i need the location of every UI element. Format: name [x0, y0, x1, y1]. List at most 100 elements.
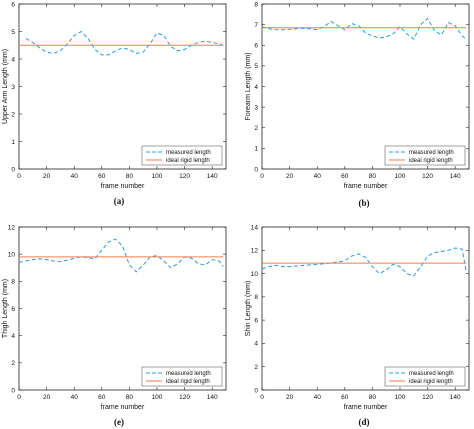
legend-label-b: ideal rigid length: [409, 158, 453, 164]
legend-label-d: ideal rigid length: [409, 379, 453, 385]
legend-a: measured length ideal rigid length: [141, 145, 223, 166]
measured-length-line-d: [261, 247, 467, 277]
chart-panel-a: 0 20 40 60 80 100 120 140 0 1 2 3 4 5 6 frame number Upp…: [2, 1, 227, 190]
y-tick-label-b: 3: [254, 104, 258, 111]
x-tick-label-d: 120: [422, 394, 433, 401]
x-tick-label-a: 80: [126, 173, 134, 180]
measured-length-line-b: [261, 17, 467, 40]
x-tick-label-a: 60: [98, 173, 106, 180]
caption-d: (d): [359, 417, 370, 427]
x-tick-label-b: 100: [395, 173, 406, 180]
legend-label-b: measured length: [409, 150, 454, 156]
y-tick-label-d: 10: [251, 271, 259, 278]
caption-c: (e): [114, 417, 124, 427]
x-tick-label-d: 60: [341, 394, 349, 401]
y-tick-label-b: 4: [254, 84, 258, 91]
plot-frame-b: [261, 3, 470, 170]
legend-d: measured length ideal rigid length: [384, 366, 466, 387]
x-tick-label-a: 20: [43, 173, 51, 180]
legend-label-a: ideal rigid length: [166, 158, 210, 164]
y-tick-label-a: 3: [11, 84, 15, 91]
x-tick-label-c: 40: [71, 394, 79, 401]
y-tick-label-b: 1: [254, 146, 258, 153]
y-tick-label-b: 2: [254, 125, 258, 132]
caption-a: (a): [114, 196, 125, 206]
y-axis-label-c: Thigh Length (mm): [2, 279, 9, 338]
y-tick-label-c: 4: [11, 333, 15, 340]
y-tick-label-a: 0: [11, 166, 15, 173]
caption-b: (b): [359, 198, 370, 208]
x-tick-label-a: 40: [71, 173, 79, 180]
x-tick-label-b: 120: [422, 173, 433, 180]
measured-length-line-c: [18, 238, 224, 273]
x-tick-label-b: 0: [260, 173, 264, 180]
x-tick-label-b: 20: [286, 173, 294, 180]
x-axis-label-d: frame number: [344, 404, 388, 411]
y-tick-label-d: 4: [254, 341, 258, 348]
x-tick-label-c: 80: [126, 394, 134, 401]
y-tick-label-c: 10: [8, 251, 16, 258]
y-tick-label-b: 8: [254, 1, 258, 8]
x-tick-label-d: 100: [395, 394, 406, 401]
x-tick-label-c: 0: [17, 394, 21, 401]
x-tick-label-b: 140: [450, 173, 461, 180]
x-tick-label-b: 40: [314, 173, 322, 180]
plot-frame-a: [18, 3, 227, 170]
y-tick-label-a: 1: [11, 139, 15, 146]
y-tick-label-b: 7: [254, 22, 258, 29]
x-tick-label-a: 140: [207, 173, 218, 180]
y-axis-label-a: Upper Arm Length (mm): [2, 49, 9, 124]
x-tick-label-d: 20: [286, 394, 294, 401]
measured-length-line-a: [25, 30, 224, 56]
y-tick-label-d: 12: [251, 248, 259, 255]
chart-panel-d: 0 20 40 60 80 100 120 140 0 2 4 6 8 10 12 14 frame numbe…: [245, 224, 470, 411]
legend-label-c: ideal rigid length: [166, 379, 210, 385]
chart-panel-b: 0 20 40 60 80 100 120 140 0 1 2 3 4 5 6 7 8 frame number F…: [245, 1, 470, 190]
x-tick-label-d: 80: [369, 394, 377, 401]
legend-label-d: measured length: [409, 371, 454, 377]
y-tick-label-b: 0: [254, 166, 258, 173]
y-tick-label-b: 5: [254, 63, 258, 70]
y-tick-label-c: 2: [11, 360, 15, 367]
y-tick-label-d: 2: [254, 364, 258, 371]
y-tick-label-b: 6: [254, 43, 258, 50]
y-tick-label-c: 12: [8, 224, 16, 231]
plot-frame-d: [261, 226, 470, 391]
chart-panel-c: 0 20 40 60 80 100 120 140 0 2 4 6 8 10 12 frame number T…: [2, 224, 227, 411]
legend-label-a: measured length: [166, 150, 211, 156]
x-axis-label-b: frame number: [344, 183, 388, 190]
x-tick-label-c: 140: [207, 394, 218, 401]
y-tick-label-a: 5: [11, 29, 15, 36]
y-tick-label-d: 6: [254, 317, 258, 324]
y-tick-label-a: 4: [11, 56, 15, 63]
x-axis-label-c: frame number: [101, 404, 145, 411]
x-tick-label-b: 80: [369, 173, 377, 180]
x-tick-label-b: 60: [341, 173, 349, 180]
x-tick-label-a: 100: [152, 173, 163, 180]
x-tick-label-d: 40: [314, 394, 322, 401]
x-tick-label-c: 60: [98, 394, 106, 401]
y-tick-label-a: 2: [11, 111, 15, 118]
y-axis-label-b: Forearm Length (mm): [245, 52, 252, 120]
legend-b: measured length ideal rigid length: [384, 145, 466, 166]
y-axis-label-d: Shin Length (mm): [245, 281, 252, 337]
x-tick-label-d: 140: [450, 394, 461, 401]
y-tick-label-c: 6: [11, 306, 15, 313]
x-tick-label-d: 0: [260, 394, 264, 401]
x-axis-label-a: frame number: [101, 183, 145, 190]
y-tick-label-d: 8: [254, 294, 258, 301]
legend-label-c: measured length: [166, 371, 211, 377]
y-tick-label-a: 6: [11, 1, 15, 8]
x-tick-label-c: 100: [152, 394, 163, 401]
y-tick-label-d: 0: [254, 387, 258, 394]
y-tick-label-d: 14: [251, 224, 259, 231]
y-tick-label-c: 8: [11, 279, 15, 286]
x-tick-label-c: 120: [179, 394, 190, 401]
x-tick-label-c: 20: [43, 394, 51, 401]
plot-frame-c: [18, 226, 227, 391]
x-tick-label-a: 0: [17, 173, 21, 180]
x-tick-label-a: 120: [179, 173, 190, 180]
legend-c: measured length ideal rigid length: [141, 366, 223, 387]
y-tick-label-c: 0: [11, 387, 15, 394]
